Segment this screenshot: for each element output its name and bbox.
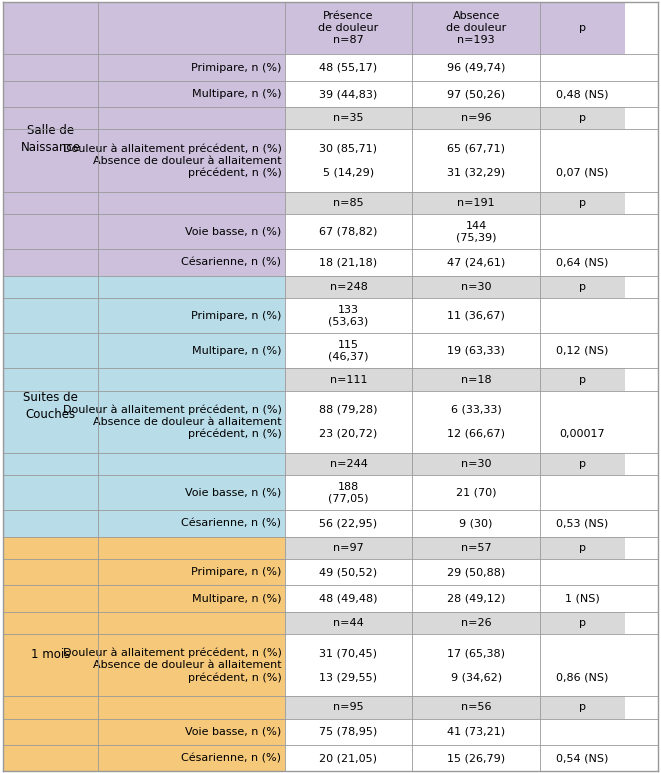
Bar	[412, 612, 540, 634]
Bar	[540, 107, 625, 130]
Bar	[98, 696, 285, 719]
Bar	[540, 510, 625, 537]
Bar	[98, 298, 285, 333]
Text: 30 (85,71)

5 (14,29): 30 (85,71) 5 (14,29)	[319, 144, 377, 178]
Text: Voie basse, n (%): Voie basse, n (%)	[185, 488, 282, 498]
Bar	[3, 250, 98, 276]
Bar	[98, 333, 285, 369]
Text: 1 mois: 1 mois	[31, 648, 71, 661]
Bar	[3, 390, 98, 453]
Bar	[285, 333, 412, 369]
Text: Absence
de douleur
n=193: Absence de douleur n=193	[446, 11, 506, 45]
Bar	[98, 612, 285, 634]
Bar	[285, 276, 412, 298]
Bar	[98, 192, 285, 214]
Text: 49 (50,52): 49 (50,52)	[319, 567, 377, 577]
Bar	[412, 634, 540, 696]
Text: 6 (33,33)

12 (66,67): 6 (33,33) 12 (66,67)	[447, 405, 505, 439]
Text: Primipare, n (%): Primipare, n (%)	[191, 311, 282, 321]
Text: 96 (49,74): 96 (49,74)	[447, 63, 505, 73]
Bar	[540, 2, 625, 54]
Text: 115
(46,37): 115 (46,37)	[329, 340, 369, 362]
Bar	[412, 107, 540, 130]
Text: n=111: n=111	[330, 374, 368, 384]
Bar	[285, 719, 412, 745]
Text: 48 (49,48): 48 (49,48)	[319, 594, 377, 604]
Bar	[285, 634, 412, 696]
Bar	[3, 298, 98, 333]
Text: Césarienne, n (%): Césarienne, n (%)	[181, 257, 282, 267]
Text: 1 (NS): 1 (NS)	[565, 594, 600, 604]
Text: 88 (79,28)

23 (20,72): 88 (79,28) 23 (20,72)	[319, 405, 377, 439]
Bar	[98, 537, 285, 559]
Bar	[540, 634, 625, 696]
Bar	[98, 130, 285, 192]
Bar	[3, 214, 98, 250]
Bar	[540, 54, 625, 81]
Bar	[3, 2, 98, 54]
Text: n=244: n=244	[330, 459, 368, 469]
Bar	[412, 559, 540, 585]
Bar	[285, 2, 412, 54]
Text: 144
(75,39): 144 (75,39)	[456, 221, 496, 243]
Bar	[3, 696, 98, 719]
Text: 0,53 (NS): 0,53 (NS)	[557, 519, 609, 529]
Text: 0,12 (NS): 0,12 (NS)	[557, 346, 609, 356]
Bar	[540, 559, 625, 585]
Bar	[412, 369, 540, 390]
Bar	[540, 276, 625, 298]
Bar	[540, 333, 625, 369]
Bar	[412, 2, 540, 54]
Bar	[540, 81, 625, 107]
Bar	[3, 333, 98, 369]
Bar	[412, 719, 540, 745]
Text: p: p	[579, 459, 586, 469]
Bar	[285, 369, 412, 390]
Bar	[3, 634, 98, 696]
Text: Multipare, n (%): Multipare, n (%)	[192, 89, 282, 99]
Text: 11 (36,67): 11 (36,67)	[447, 311, 505, 321]
Bar	[540, 453, 625, 475]
Bar	[285, 390, 412, 453]
Bar	[412, 192, 540, 214]
Text: 41 (73,21): 41 (73,21)	[447, 727, 505, 737]
Text: 20 (21,05): 20 (21,05)	[319, 753, 377, 763]
Bar	[98, 475, 285, 510]
Text: 0,86 (NS): 0,86 (NS)	[557, 649, 609, 683]
Bar	[98, 107, 285, 130]
Bar	[3, 510, 98, 537]
Bar	[412, 276, 540, 298]
Bar	[3, 475, 98, 510]
Bar	[540, 475, 625, 510]
Text: 9 (30): 9 (30)	[459, 519, 493, 529]
Text: p: p	[579, 198, 586, 208]
Bar	[540, 192, 625, 214]
Bar	[540, 369, 625, 390]
Bar	[285, 107, 412, 130]
Text: 0,07 (NS): 0,07 (NS)	[557, 144, 609, 178]
Text: 15 (26,79): 15 (26,79)	[447, 753, 505, 763]
Bar	[3, 453, 98, 475]
Bar	[285, 250, 412, 276]
Text: 65 (67,71)

31 (32,29): 65 (67,71) 31 (32,29)	[447, 144, 505, 178]
Bar	[3, 369, 98, 390]
Bar	[3, 612, 98, 634]
Bar	[98, 214, 285, 250]
Bar	[98, 276, 285, 298]
Text: n=35: n=35	[333, 114, 364, 124]
Bar	[412, 214, 540, 250]
Text: n=30: n=30	[461, 459, 491, 469]
Bar	[412, 250, 540, 276]
Text: Voie basse, n (%): Voie basse, n (%)	[185, 727, 282, 737]
Text: Salle de
Naissance: Salle de Naissance	[20, 124, 81, 154]
Text: Primipare, n (%): Primipare, n (%)	[191, 63, 282, 73]
Bar	[285, 130, 412, 192]
Bar	[98, 559, 285, 585]
Bar	[540, 612, 625, 634]
Bar	[285, 510, 412, 537]
Text: Primipare, n (%): Primipare, n (%)	[191, 567, 282, 577]
Bar	[540, 250, 625, 276]
Bar	[98, 250, 285, 276]
Text: n=191: n=191	[457, 198, 495, 208]
Bar	[98, 634, 285, 696]
